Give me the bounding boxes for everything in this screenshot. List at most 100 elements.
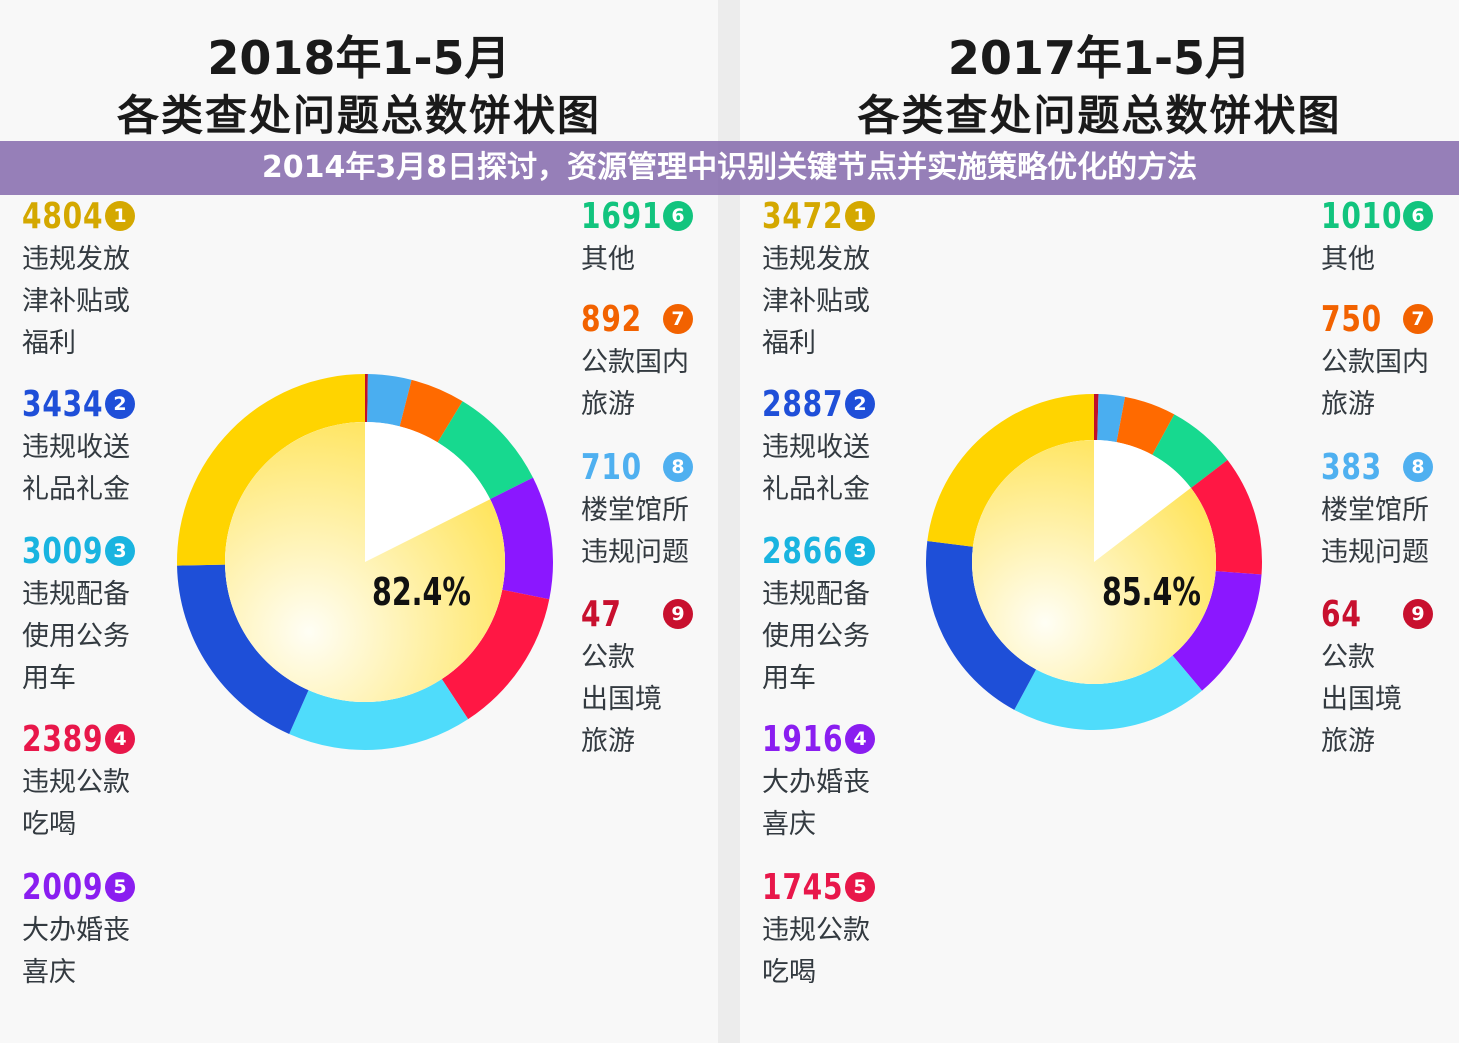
value-label: 64 (1321, 594, 1362, 635)
category-label: 公款国内 旅游 (1321, 347, 1429, 420)
legend-item-1: 3472 1 违规发放 津补贴或 福利 (762, 197, 922, 365)
value-label: 383 (1321, 447, 1382, 488)
legend-item-9: 47 9 公款 出国境 旅游 (581, 595, 741, 763)
percent-sector (225, 422, 506, 703)
legend-item-7: 892 7 公款国内 旅游 (581, 300, 741, 426)
value-label: 1010 (1321, 196, 1403, 237)
value-label: 3472 (762, 196, 844, 237)
value-label: 2866 (762, 531, 844, 572)
category-label: 大办婚丧 喜庆 (22, 915, 130, 988)
value-label: 2009 (22, 867, 104, 908)
category-label: 公款 出国境 旅游 (1321, 642, 1402, 757)
legend-item-5: 2009 5 大办婚丧 喜庆 (22, 868, 182, 994)
legend-item-3: 3009 3 违规配备 使用公务 用车 (22, 532, 182, 700)
value-label: 2887 (762, 384, 844, 425)
legend-item-2: 3434 2 违规收送 礼品礼金 (22, 385, 182, 511)
slice-8 (1097, 394, 1126, 443)
category-label: 违规发放 津补贴或 福利 (762, 244, 870, 359)
rank-badge: 1 (105, 201, 135, 231)
slice-7 (399, 379, 463, 443)
slice-2 (926, 540, 1037, 710)
legend-item-7: 750 7 公款国内 旅游 (1321, 300, 1459, 426)
legend-item-9: 64 9 公款 出国境 旅游 (1321, 595, 1459, 763)
slice-3 (289, 679, 469, 750)
legend-item-6: 1691 6 其他 (581, 197, 741, 281)
rank-badge: 1 (845, 201, 875, 231)
overlay-banner: 2014年3月8日探讨，资源管理中识别关键节点并实施策略优化的方法 (0, 141, 1459, 195)
slice-1 (927, 394, 1094, 547)
rank-badge: 5 (105, 872, 135, 902)
category-label: 其他 (581, 244, 635, 275)
chart-subtitle: 各类查处问题总数饼状图 (857, 91, 1342, 140)
slice-1 (177, 373, 365, 566)
center-percent-label: 82.4% (372, 570, 471, 614)
chart-title: 2017年1-5月 (947, 31, 1252, 85)
rank-badge: 7 (663, 304, 693, 334)
value-label: 710 (581, 447, 642, 488)
legend-item-3: 2866 3 违规配备 使用公务 用车 (762, 532, 922, 700)
legend-item-5: 1745 5 违规公款 吃喝 (762, 868, 922, 994)
category-label: 违规公款 吃喝 (762, 915, 870, 988)
category-label: 楼堂馆所 违规问题 (581, 495, 689, 568)
slice-6 (1152, 414, 1228, 488)
rank-badge: 4 (845, 724, 875, 754)
category-label: 违规收送 礼品礼金 (762, 432, 870, 505)
category-label: 违规公款 吃喝 (22, 767, 130, 840)
slice-3 (1014, 655, 1203, 730)
donut-chart (926, 394, 1262, 730)
value-label: 3009 (22, 531, 104, 572)
value-label: 2389 (22, 719, 104, 760)
chart-title: 2018年1-5月 (207, 31, 511, 85)
chart-subtitle: 各类查处问题总数饼状图 (116, 91, 601, 140)
value-label: 750 (1321, 299, 1382, 340)
legend-item-4: 2389 4 违规公款 吃喝 (22, 720, 182, 846)
slice-9 (365, 374, 368, 423)
value-label: 1916 (762, 719, 844, 760)
rank-badge: 3 (105, 536, 135, 566)
category-label: 违规收送 礼品礼金 (22, 432, 130, 505)
category-label: 违规发放 津补贴或 福利 (22, 244, 130, 359)
legend-item-6: 1010 6 其他 (1321, 197, 1459, 281)
category-label: 公款国内 旅游 (581, 347, 689, 420)
legend-item-4: 1916 4 大办婚丧 喜庆 (762, 720, 922, 846)
category-label: 违规配备 使用公务 用车 (22, 579, 130, 694)
center-percent-label: 85.4% (1102, 570, 1201, 614)
slice-5 (490, 477, 554, 600)
slice-7 (1116, 396, 1175, 455)
slice-4 (1172, 571, 1262, 691)
legend-item-8: 383 8 楼堂馆所 违规问题 (1321, 448, 1459, 574)
slice-5 (1190, 460, 1262, 575)
category-label: 大办婚丧 喜庆 (762, 767, 870, 840)
rank-badge: 6 (1403, 201, 1433, 231)
slice-6 (437, 401, 534, 500)
category-label: 公款 出国境 旅游 (581, 642, 662, 757)
slice-8 (367, 374, 412, 427)
rank-badge: 8 (663, 452, 693, 482)
rank-badge: 2 (845, 389, 875, 419)
value-label: 3434 (22, 384, 104, 425)
rank-badge: 8 (1403, 452, 1433, 482)
category-label: 违规配备 使用公务 用车 (762, 579, 870, 694)
category-label: 其他 (1321, 244, 1375, 275)
value-label: 47 (581, 594, 622, 635)
rank-badge: 5 (845, 872, 875, 902)
percent-sector (971, 440, 1216, 684)
value-label: 892 (581, 299, 642, 340)
value-label: 1691 (581, 196, 663, 237)
value-label: 4804 (22, 196, 104, 237)
rank-badge: 9 (663, 599, 693, 629)
slice-9 (1094, 394, 1099, 441)
slice-2 (177, 564, 309, 735)
rank-badge: 3 (845, 536, 875, 566)
legend-item-8: 710 8 楼堂馆所 违规问题 (581, 448, 741, 574)
slice-4 (441, 589, 550, 720)
category-label: 楼堂馆所 违规问题 (1321, 495, 1429, 568)
rank-badge: 9 (1403, 599, 1433, 629)
legend-item-1: 4804 1 违规发放 津补贴或 福利 (22, 197, 182, 365)
donut-chart (177, 373, 554, 750)
rank-badge: 4 (105, 724, 135, 754)
rank-badge: 7 (1403, 304, 1433, 334)
value-label: 1745 (762, 867, 844, 908)
legend-item-2: 2887 2 违规收送 礼品礼金 (762, 385, 922, 511)
rank-badge: 6 (663, 201, 693, 231)
